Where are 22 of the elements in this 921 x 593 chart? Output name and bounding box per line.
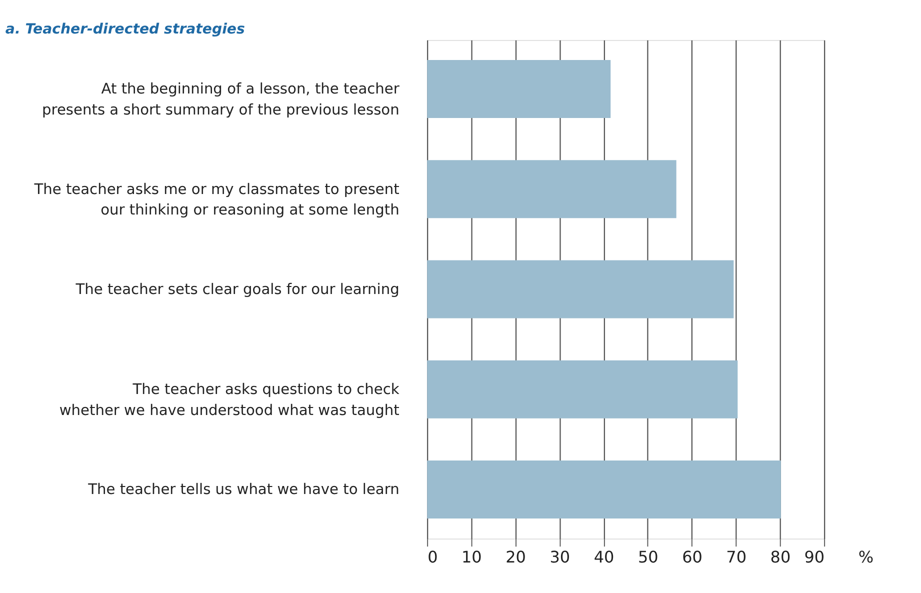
y-tick-label: At the beginning of a lesson, the teacher presents a short summary of the previous lesson <box>42 80 400 118</box>
x-tick-label: 90 <box>804 548 825 567</box>
y-tick-label: The teacher tells us what we have to learn <box>87 481 400 498</box>
x-tick-label: 70 <box>726 548 747 567</box>
x-tick-label: 80 <box>770 548 791 567</box>
bar <box>427 460 781 519</box>
x-tick-label: 50 <box>638 548 658 567</box>
y-tick-label: The teacher asks me or my classmates to present our thinking or reasoning at some length <box>33 180 400 219</box>
x-axis-title: % <box>858 548 874 567</box>
bar <box>427 60 611 118</box>
bar <box>427 160 676 218</box>
y-tick-label: The teacher sets clear goals for our learning <box>74 280 400 298</box>
bar <box>427 360 738 418</box>
x-tick-label: 40 <box>594 548 614 567</box>
bar <box>427 260 734 318</box>
y-tick-label: The teacher asks questions to check whether we have understood what was taught <box>59 381 400 419</box>
x-tick-label: 10 <box>462 548 482 567</box>
x-tick-label: 30 <box>550 548 570 567</box>
x-tick-label: 20 <box>506 548 526 567</box>
x-tick-label: 60 <box>682 548 702 567</box>
x-tick-label: 0 <box>428 548 438 567</box>
text: a. Teacher-directed strategies <box>5 21 245 38</box>
